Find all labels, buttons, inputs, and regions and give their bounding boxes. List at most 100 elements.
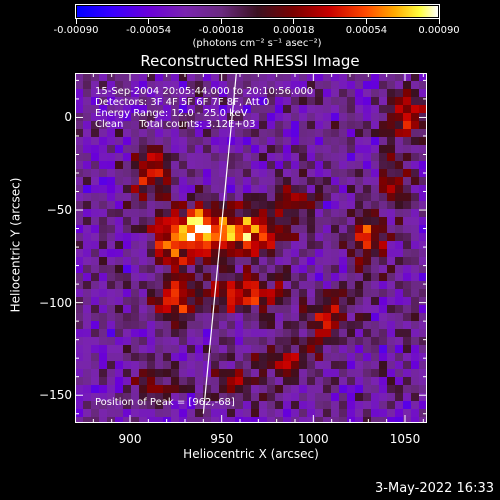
heatmap-cell: [219, 313, 227, 321]
heatmap-cell: [363, 81, 371, 89]
heatmap-cell: [179, 409, 187, 417]
heatmap-cell: [195, 241, 203, 249]
heatmap-cell: [75, 97, 83, 105]
heatmap-cell: [91, 273, 99, 281]
heatmap-cell: [75, 369, 83, 377]
heatmap-cell: [179, 393, 187, 401]
heatmap-cell: [339, 281, 347, 289]
heatmap-cell: [243, 417, 251, 423]
heatmap-cell: [123, 113, 131, 121]
heatmap-cell: [315, 177, 323, 185]
heatmap-cell: [371, 161, 379, 169]
heatmap-cell: [411, 409, 419, 417]
heatmap-cell: [403, 121, 411, 129]
heatmap-cell: [371, 97, 379, 105]
heatmap-cell: [187, 177, 195, 185]
heatmap-cell: [83, 321, 91, 329]
heatmap-cell: [411, 313, 419, 321]
heatmap-cell: [331, 369, 339, 377]
heatmap-cell: [411, 89, 419, 97]
heatmap-cell: [219, 305, 227, 313]
heatmap-cell: [187, 321, 195, 329]
heatmap-cell: [243, 73, 251, 81]
heatmap-cell: [331, 345, 339, 353]
heatmap-cell: [363, 209, 371, 217]
heatmap-cell: [211, 281, 219, 289]
heatmap-cell: [251, 361, 259, 369]
heatmap-cell: [179, 321, 187, 329]
heatmap-cell: [251, 265, 259, 273]
heatmap-cell: [107, 193, 115, 201]
heatmap-cell: [387, 353, 395, 361]
heatmap-cell: [91, 201, 99, 209]
heatmap-cell: [115, 321, 123, 329]
heatmap-cell: [83, 265, 91, 273]
heatmap-cell: [171, 313, 179, 321]
heatmap-cell: [379, 353, 387, 361]
heatmap-cell: [251, 177, 259, 185]
heatmap-cell: [227, 209, 235, 217]
heatmap-cell: [235, 345, 243, 353]
heatmap-cell: [155, 185, 163, 193]
heatmap-cell: [139, 305, 147, 313]
heatmap-cell: [195, 369, 203, 377]
heatmap-cell: [179, 201, 187, 209]
heatmap-cell: [211, 393, 219, 401]
heatmap-cell: [195, 257, 203, 265]
heatmap-cell: [331, 225, 339, 233]
heatmap-cell: [139, 129, 147, 137]
heatmap-cell: [387, 305, 395, 313]
heatmap-cell: [107, 161, 115, 169]
heatmap-cell: [339, 89, 347, 97]
heatmap-cell: [123, 409, 131, 417]
heatmap-cell: [395, 89, 403, 97]
heatmap-cell: [123, 257, 131, 265]
heatmap-cell: [83, 329, 91, 337]
heatmap-cell: [363, 417, 371, 423]
heatmap-cell: [211, 329, 219, 337]
heatmap-cell: [355, 177, 363, 185]
heatmap-cell: [243, 153, 251, 161]
heatmap-cell: [147, 137, 155, 145]
heatmap-cell: [171, 97, 179, 105]
heatmap-cell: [227, 105, 235, 113]
heatmap-cell: [371, 233, 379, 241]
heatmap-cell: [187, 105, 195, 113]
heatmap-cell: [139, 225, 147, 233]
heatmap-cell: [219, 297, 227, 305]
heatmap-cell: [99, 89, 107, 97]
heatmap-cell: [179, 193, 187, 201]
heatmap-cell: [363, 281, 371, 289]
heatmap-cell: [315, 353, 323, 361]
heatmap-cell: [267, 97, 275, 105]
heatmap-cell: [131, 313, 139, 321]
heatmap-cell: [395, 81, 403, 89]
heatmap-cell: [211, 273, 219, 281]
heatmap-cell: [259, 321, 267, 329]
heatmap-cell: [227, 193, 235, 201]
heatmap-cell: [419, 257, 427, 265]
heatmap-cell: [147, 105, 155, 113]
heatmap-cell: [371, 257, 379, 265]
heatmap-cell: [315, 201, 323, 209]
heatmap-cell: [403, 385, 411, 393]
heatmap-cell: [115, 249, 123, 257]
heatmap-cell: [307, 409, 315, 417]
heatmap-cell: [395, 281, 403, 289]
heatmap-cell: [203, 273, 211, 281]
heatmap-cell: [171, 113, 179, 121]
heatmap-cell: [283, 225, 291, 233]
heatmap-cell: [187, 417, 195, 423]
heatmap-cell: [163, 97, 171, 105]
heatmap-cell: [203, 265, 211, 273]
heatmap-cell: [331, 81, 339, 89]
heatmap-cell: [171, 353, 179, 361]
heatmap-cell: [115, 337, 123, 345]
heatmap-cell: [131, 73, 139, 81]
heatmap-cell: [163, 209, 171, 217]
heatmap-cell: [187, 97, 195, 105]
heatmap-cell: [315, 129, 323, 137]
heatmap-cell: [371, 121, 379, 129]
heatmap-cell: [347, 377, 355, 385]
heatmap-cell: [131, 97, 139, 105]
